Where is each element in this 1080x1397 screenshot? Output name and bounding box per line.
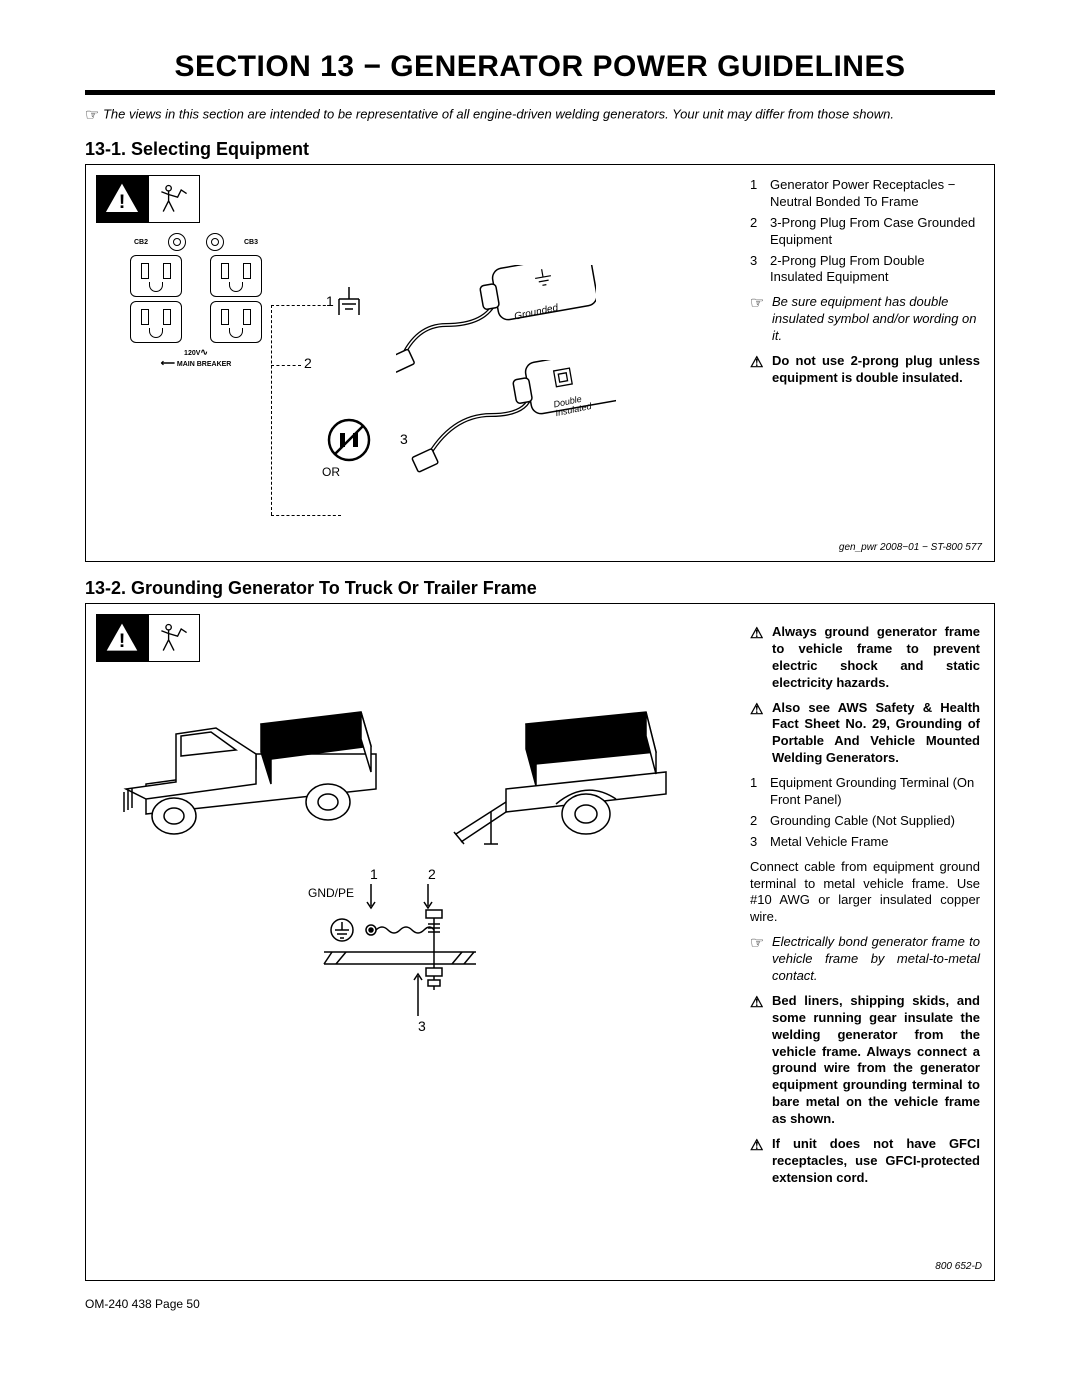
dashed-guide (271, 305, 272, 515)
pointer-icon: ☞ (85, 107, 99, 124)
legend-num: 1 (750, 775, 770, 809)
warning-triangle-icon: ⚠ (750, 993, 772, 1128)
warning-text: Do not use 2-prong plug unless equipment… (772, 353, 980, 387)
warning-note: ⚠ Do not use 2-prong plug unless equipme… (750, 353, 980, 387)
cb2-label: CB2 (134, 239, 148, 246)
breaker-icon (206, 233, 224, 251)
warning-text: Bed liners, shipping skids, and some run… (772, 993, 980, 1128)
legend-text: 2-Prong Plug From Double Insulated Equip… (770, 253, 980, 287)
pointer-icon: ☞ (750, 934, 772, 985)
legend-item: 23-Prong Plug From Case Grounded Equipme… (750, 215, 980, 249)
note-text: Electrically bond generator frame to veh… (772, 934, 980, 985)
page-footer: OM-240 438 Page 50 (85, 1297, 995, 1311)
legend-num: 3 (750, 834, 770, 851)
legend-13-1: 1Generator Power Receptacles − Neutral B… (744, 165, 994, 561)
legend-item: 3Metal Vehicle Frame (750, 834, 980, 851)
warning-triangle-icon: ⚠ (750, 1136, 772, 1187)
intro-note: ☞ The views in this section are intended… (85, 105, 995, 125)
warning-note: ⚠ Always ground generator frame to vehic… (750, 624, 980, 692)
figure-13-2: ! (86, 604, 744, 1280)
legend-num: 3 (750, 253, 770, 287)
figure-ref-13-2: 800 652-D (935, 1261, 982, 1272)
prohibit-icon (326, 417, 372, 463)
legend-list: 1Equipment Grounding Terminal (On Front … (750, 775, 980, 851)
callout-2: 2 (304, 355, 312, 371)
legend-item: 2Grounding Cable (Not Supplied) (750, 813, 980, 830)
arrow-left-icon: ⟵ (161, 358, 175, 369)
legend-text: 3-Prong Plug From Case Grounded Equipmen… (770, 215, 980, 249)
callout-1: 1 (326, 293, 334, 309)
warning-note: ⚠ Also see AWS Safety & Health Fact Shee… (750, 700, 980, 768)
cb3-label: CB3 (244, 239, 258, 246)
warning-triangle-icon: ! (97, 615, 149, 661)
subhead-13-1: 13-1. Selecting Equipment (85, 139, 995, 160)
legend-13-2: ⚠ Always ground generator frame to vehic… (744, 604, 994, 1280)
breaker-icon (168, 233, 186, 251)
legend-list: 1Generator Power Receptacles − Neutral B… (750, 177, 980, 286)
warning-triangle-icon: ⚠ (750, 624, 772, 692)
svg-text:!: ! (119, 191, 126, 213)
note-italic: ☞ Be sure equipment has double insulated… (750, 294, 980, 345)
double-insulated-device: Double Insulated (396, 360, 616, 492)
warning-note: ⚠ Bed liners, shipping skids, and some r… (750, 993, 980, 1128)
ground-symbol-icon (334, 285, 364, 319)
outlet-icon (210, 301, 262, 343)
svg-text:!: ! (119, 630, 126, 652)
legend-num: 2 (750, 813, 770, 830)
legend-text: Equipment Grounding Terminal (On Front P… (770, 775, 980, 809)
legend-num: 1 (750, 177, 770, 211)
dashed-guide (271, 365, 301, 366)
legend-item: 1Generator Power Receptacles − Neutral B… (750, 177, 980, 211)
panel-120v-label: 120V∿ ⟵ MAIN BREAKER (116, 347, 276, 369)
dashed-guide (271, 515, 341, 516)
read-manual-icon (149, 176, 200, 222)
legend-item: 32-Prong Plug From Double Insulated Equi… (750, 253, 980, 287)
warning-text: If unit does not have GFCI receptacles, … (772, 1136, 980, 1187)
panel-13-1: ! CB2 CB3 (85, 164, 995, 562)
intro-text: The views in this section are intended t… (103, 106, 894, 121)
outlet-icon (130, 255, 182, 297)
read-manual-icon (149, 615, 200, 661)
warning-text: Always ground generator frame to vehicle… (772, 624, 980, 692)
safety-icons: ! (96, 175, 200, 223)
warning-text: Also see AWS Safety & Health Fact Sheet … (772, 700, 980, 768)
legend-item: 1Equipment Grounding Terminal (On Front … (750, 775, 980, 809)
section-title: SECTION 13 − GENERATOR POWER GUIDELINES (85, 50, 995, 90)
warning-triangle-icon: ⚠ (750, 353, 772, 387)
legend-num: 2 (750, 215, 770, 249)
dashed-guide (271, 305, 331, 306)
voltage-text: 120V (184, 350, 200, 357)
warning-note: ⚠ If unit does not have GFCI receptacles… (750, 1136, 980, 1187)
outlet-icon (210, 255, 262, 297)
figure-13-1: ! CB2 CB3 (86, 165, 744, 561)
truck-illustration (106, 694, 406, 864)
or-label: OR (322, 465, 340, 479)
outlet-icon (130, 301, 182, 343)
legend-text: Generator Power Receptacles − Neutral Bo… (770, 177, 980, 211)
grounding-detail (306, 880, 506, 1040)
figure-ref-13-1: gen_pwr 2008−01 − ST-800 577 (839, 542, 982, 553)
receptacle-panel: CB2 CB3 120V∿ ⟵ MAIN BREAKER (116, 233, 276, 369)
note-italic: ☞ Electrically bond generator frame to v… (750, 934, 980, 985)
connect-paragraph: Connect cable from equipment ground term… (750, 859, 980, 927)
main-breaker-text: MAIN BREAKER (177, 361, 231, 368)
panel-13-2: ! (85, 603, 995, 1281)
warning-triangle-icon: ! (97, 176, 149, 222)
trailer-illustration (446, 704, 696, 864)
pointer-icon: ☞ (750, 294, 772, 345)
subhead-13-2: 13-2. Grounding Generator To Truck Or Tr… (85, 578, 995, 599)
safety-icons: ! (96, 614, 200, 662)
legend-text: Grounding Cable (Not Supplied) (770, 813, 955, 830)
legend-text: Metal Vehicle Frame (770, 834, 889, 851)
warning-triangle-icon: ⚠ (750, 700, 772, 768)
note-text: Be sure equipment has double insulated s… (772, 294, 980, 345)
title-rule (85, 90, 995, 95)
